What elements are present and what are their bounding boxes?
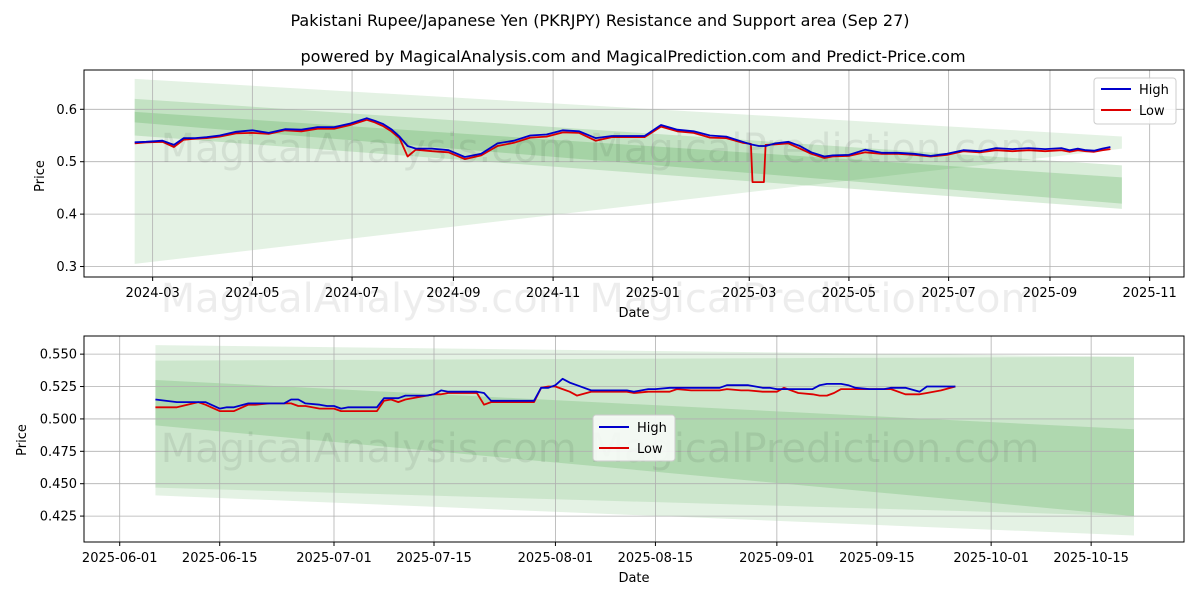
bottom-xtick-label-5: 2025-08-15	[618, 551, 694, 566]
top-panel-watermark-lower: MagicalAnalysis.com MagicalPrediction.co…	[161, 276, 1040, 322]
top-xtick-label-4: 2024-11	[526, 286, 580, 301]
top-panel-legend: High Low	[1093, 77, 1177, 125]
top-ytick-label-3: 0.6	[56, 103, 77, 118]
bottom-panel-ylabel: Price	[15, 424, 30, 456]
top-xtick-label-8: 2025-07	[921, 286, 975, 301]
top-xtick-label-1: 2024-05	[225, 286, 279, 301]
top-legend-high-label: High	[1139, 83, 1169, 98]
top-xtick-label-6: 2025-03	[722, 286, 776, 301]
top-ytick-label-1: 0.4	[56, 208, 77, 223]
bottom-xtick-label-0: 2025-06-01	[82, 551, 158, 566]
bottom-legend-high-label: High	[637, 421, 667, 436]
bottom-panel-x-ticks: 2025-06-01 2025-06-15 2025-07-01 2025-07-15…	[82, 542, 1129, 566]
bottom-xtick-label-7: 2025-09-15	[839, 551, 915, 566]
top-xtick-label-5: 2025-01	[626, 286, 680, 301]
top-ytick-label-0: 0.3	[56, 260, 77, 275]
bottom-ytick-label-5: 0.550	[40, 348, 77, 363]
bottom-panel: MagicalAnalysis.com MagicalPrediction.co…	[15, 335, 1185, 586]
bottom-xtick-label-2: 2025-07-01	[296, 551, 372, 566]
bottom-panel-xlabel: Date	[618, 571, 649, 586]
top-panel-grid	[84, 70, 1184, 277]
top-panel-watermark: MagicalAnalysis.com MagicalPrediction.co…	[161, 126, 1040, 172]
bottom-panel-frame	[83, 335, 1185, 543]
top-band-2	[134, 111, 1122, 204]
top-xtick-label-10: 2025-11	[1123, 286, 1177, 301]
top-panel-frame	[83, 69, 1185, 278]
top-panel-ylabel: Price	[33, 160, 48, 192]
top-series-high-line	[134, 117, 1111, 158]
top-panel-x-ticks: 2024-03 2024-05 2024-07 2024-09 2024-11 2025-…	[125, 277, 1177, 301]
bottom-xtick-label-3: 2025-07-15	[396, 551, 472, 566]
chart-title: Pakistani Rupee/Japanese Yen (PKRJPY) Re…	[290, 11, 909, 30]
top-xtick-label-7: 2025-05	[822, 286, 876, 301]
bottom-legend-low-label: Low	[637, 442, 663, 457]
bottom-xtick-label-1: 2025-06-15	[182, 551, 258, 566]
bottom-panel-grid	[84, 336, 1184, 542]
chart-subtitle: powered by MagicalAnalysis.com and Magic…	[300, 47, 965, 66]
bottom-ytick-label-1: 0.450	[40, 477, 77, 492]
bottom-xtick-label-6: 2025-09-01	[739, 551, 815, 566]
bottom-xtick-label-9: 2025-10-15	[1053, 551, 1129, 566]
bottom-panel-y-ticks: 0.425 0.450 0.475 0.500 0.525 0.550	[40, 348, 84, 525]
top-panel-xlabel: Date	[618, 306, 649, 321]
top-ytick-label-2: 0.5	[56, 155, 77, 170]
bottom-ytick-label-3: 0.500	[40, 412, 77, 427]
top-series-low-line	[134, 118, 1111, 184]
bottom-ytick-label-0: 0.425	[40, 510, 77, 525]
top-panel: MagicalAnalysis.com MagicalPrediction.co…	[33, 69, 1185, 322]
top-xtick-label-0: 2024-03	[125, 286, 179, 301]
bottom-panel-legend: High Low	[592, 414, 676, 462]
top-xtick-label-3: 2024-09	[426, 286, 480, 301]
bottom-xtick-label-8: 2025-10-01	[953, 551, 1029, 566]
top-legend-low-label: Low	[1139, 104, 1165, 119]
bottom-series-high-line	[155, 377, 956, 410]
bottom-xtick-label-4: 2025-08-01	[518, 551, 594, 566]
top-xtick-label-2: 2024-07	[325, 286, 379, 301]
bottom-ytick-label-4: 0.525	[40, 380, 77, 395]
top-xtick-label-9: 2025-09	[1023, 286, 1077, 301]
bottom-ytick-label-2: 0.475	[40, 445, 77, 460]
bottom-panel-series	[155, 377, 956, 413]
top-panel-y-ticks: 0.3 0.4 0.5 0.6	[56, 103, 84, 275]
top-panel-series	[134, 117, 1111, 184]
